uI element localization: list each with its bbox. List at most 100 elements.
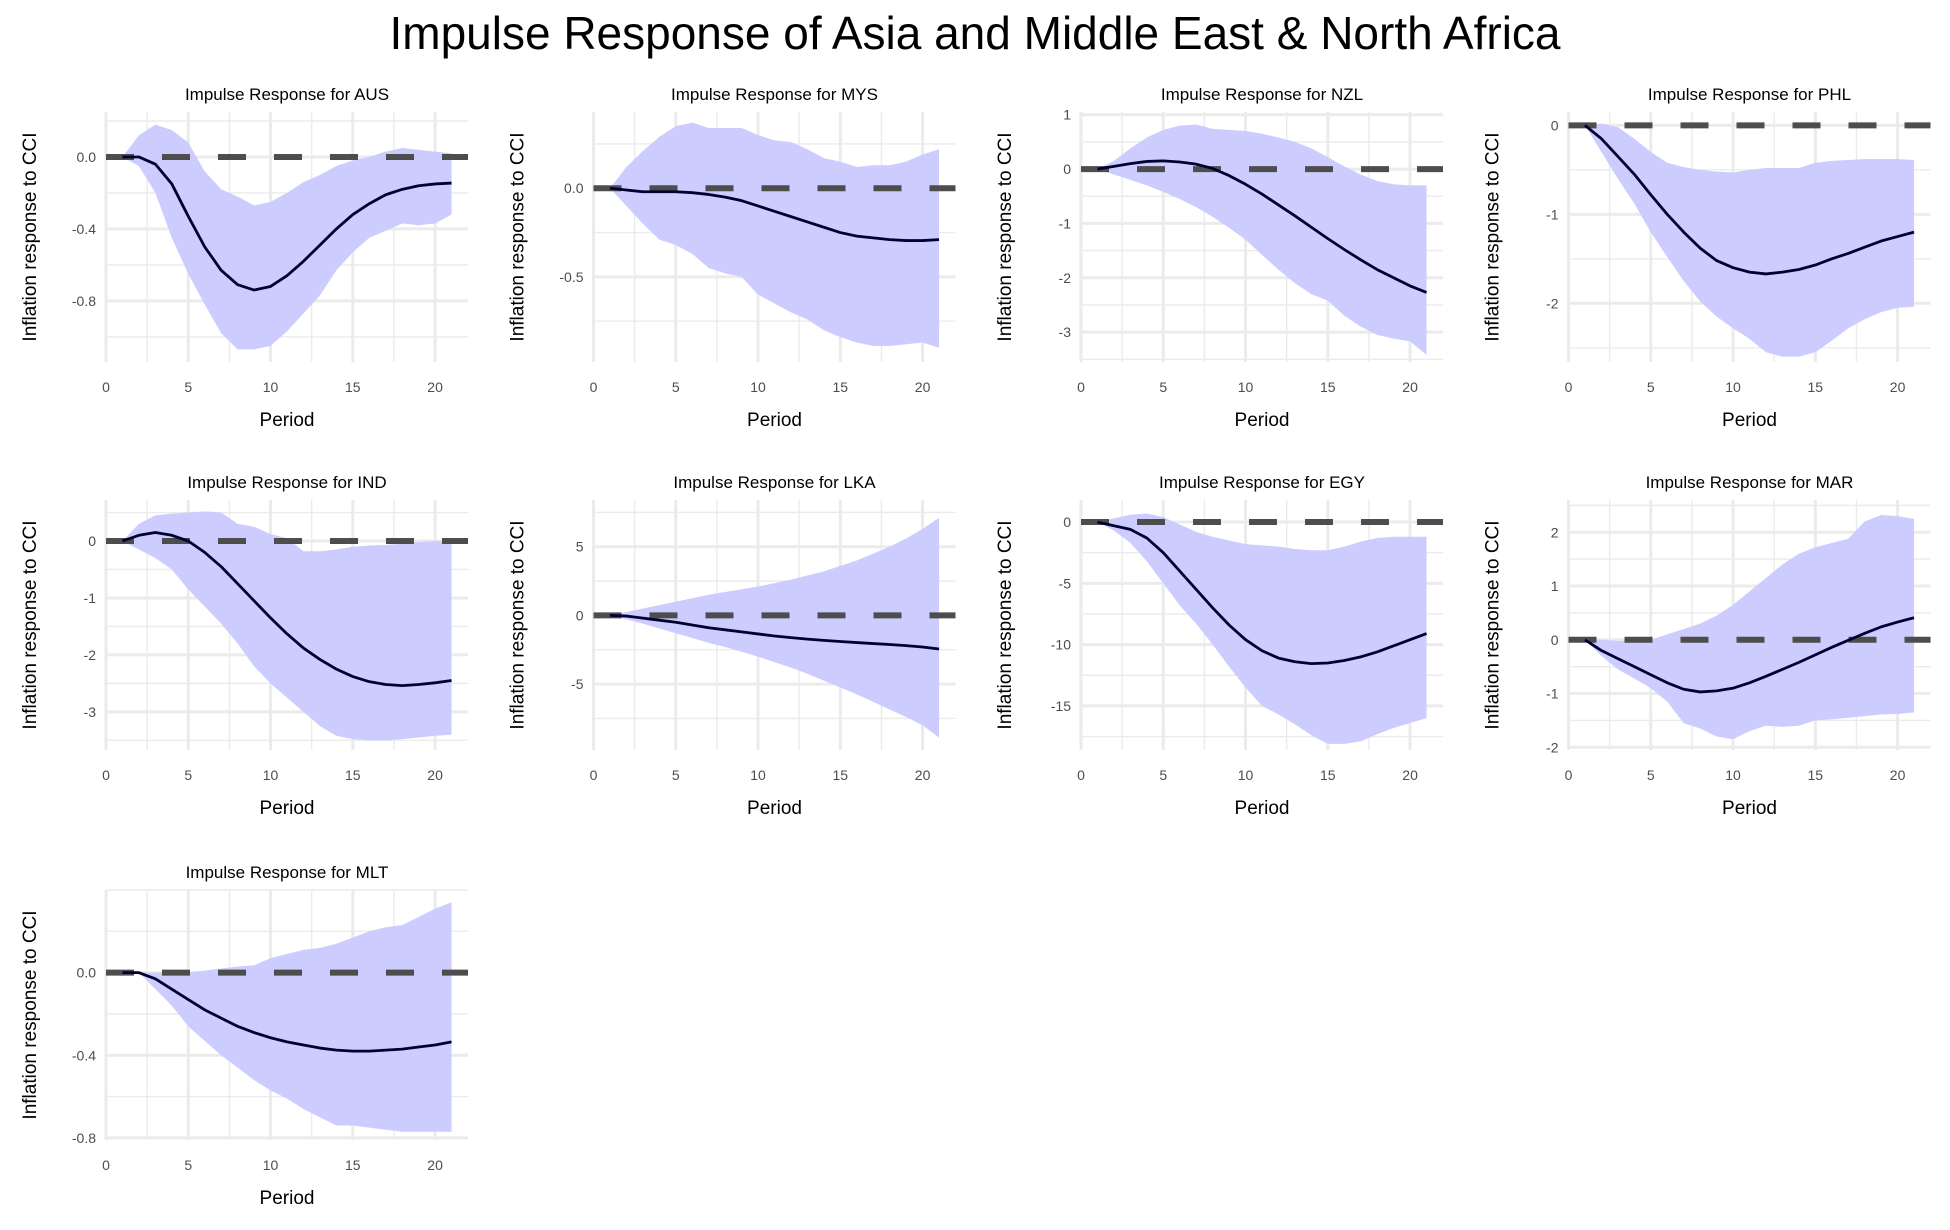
confidence-band [1584, 123, 1915, 357]
x-tick-label: 20 [427, 767, 443, 783]
x-axis-label: Period [747, 798, 802, 819]
x-axis-label: Period [260, 1188, 315, 1209]
x-tick-label: 5 [184, 767, 192, 783]
x-tick-label: 15 [345, 1157, 361, 1173]
x-tick-label: 10 [750, 379, 766, 395]
confidence-band [1097, 124, 1427, 355]
x-tick-label: 20 [427, 379, 443, 395]
y-tick-label: -0.4 [72, 221, 96, 237]
panel-title: Impulse Response for MYS [671, 85, 878, 104]
confidence-band [1584, 515, 1915, 740]
panel-mys: 0.0 -0.5 0 5 10 15 20 Impulse Response for MYS P… [508, 85, 956, 431]
confidence-band [609, 122, 940, 348]
y-tick-label: -2 [1546, 295, 1559, 311]
y-tick-label: -5 [571, 676, 584, 692]
x-tick-label: 20 [915, 767, 931, 783]
confidence-band [1097, 513, 1427, 744]
irf-line [1584, 124, 1915, 276]
x-tick-label: 0 [1565, 767, 1573, 783]
y-tick-label: -1 [1546, 206, 1559, 222]
irf-line [121, 531, 452, 688]
panel-mlt: 0.0 -0.4 -0.8 0 5 10 15 20 Impulse Response for … [20, 863, 468, 1209]
y-axis-label: Inflation response to CCI [20, 520, 41, 729]
y-tick-label: -10 [1051, 637, 1071, 653]
x-tick-label: 15 [833, 767, 849, 783]
x-tick-label: 0 [590, 767, 598, 783]
panel-title: Impulse Response for IND [187, 473, 386, 492]
y-tick-label: -15 [1051, 698, 1071, 714]
y-tick-label: 1 [1063, 107, 1071, 123]
panel-lka: 5 0 -5 0 5 10 15 20 Impulse Response for LKA Peri… [508, 473, 956, 819]
y-tick-label: -0.8 [72, 1130, 96, 1146]
x-axis-label: Period [1722, 798, 1777, 819]
y-tick-label: 5 [576, 539, 584, 555]
x-axis-label: Period [1235, 410, 1290, 431]
y-tick-label: 0.0 [77, 965, 97, 981]
y-tick-label: 0.0 [564, 180, 584, 196]
x-axis-label: Period [260, 798, 315, 819]
x-tick-label: 0 [1077, 767, 1085, 783]
x-axis-label: Period [1722, 410, 1777, 431]
irf-line [122, 971, 452, 1053]
x-tick-label: 10 [1238, 379, 1254, 395]
panel-ind: 0 -1 -2 -3 0 5 10 15 20 Impulse Response for IND P… [20, 473, 468, 819]
panel-title: Impulse Response for MAR [1646, 473, 1854, 492]
panel-phl: 0 -1 -2 0 5 10 15 20 Impulse Response for PHL Per… [1483, 85, 1931, 431]
y-tick-label: 0 [1063, 161, 1071, 177]
irf-line [1584, 616, 1915, 694]
x-tick-label: 20 [427, 1157, 443, 1173]
y-tick-label: -2 [1059, 270, 1072, 286]
y-axis-label: Inflation response to CCI [1483, 132, 1504, 341]
x-tick-label: 5 [1647, 767, 1655, 783]
y-axis-label: Inflation response to CCI [1483, 520, 1504, 729]
y-tick-label: 0.0 [77, 149, 97, 165]
x-tick-label: 10 [263, 379, 279, 395]
x-tick-label: 5 [672, 767, 680, 783]
x-tick-label: 15 [1320, 379, 1336, 395]
x-tick-label: 15 [345, 379, 361, 395]
x-tick-label: 0 [102, 767, 110, 783]
x-tick-label: 10 [263, 767, 279, 783]
x-tick-label: 0 [102, 379, 110, 395]
x-tick-label: 0 [102, 1157, 110, 1173]
x-axis-label: Period [1235, 798, 1290, 819]
x-tick-label: 5 [1647, 379, 1655, 395]
x-tick-label: 5 [184, 379, 192, 395]
y-tick-label: 0 [1551, 632, 1559, 648]
y-tick-label: 0 [1551, 117, 1559, 133]
y-tick-label: -1 [84, 590, 97, 606]
x-tick-label: 5 [1159, 379, 1167, 395]
x-tick-label: 0 [1565, 379, 1573, 395]
confidence-band [122, 511, 452, 741]
panel-title: Impulse Response for AUS [185, 85, 389, 104]
x-tick-label: 10 [1238, 767, 1254, 783]
y-tick-label: 0 [576, 607, 584, 623]
confidence-band [122, 124, 452, 350]
x-tick-label: 15 [833, 379, 849, 395]
y-tick-label: -1 [1546, 686, 1559, 702]
x-tick-label: 15 [1320, 767, 1336, 783]
x-tick-label: 10 [750, 767, 766, 783]
panel-aus: 0.0 -0.4 -0.8 0 5 10 15 20 Impulse Response for … [20, 85, 468, 431]
y-tick-label: -3 [1059, 324, 1072, 340]
y-axis-label: Inflation response to CCI [20, 132, 41, 341]
y-tick-label: -0.8 [72, 293, 96, 309]
x-tick-label: 10 [1725, 767, 1741, 783]
irf-line [609, 186, 940, 242]
x-tick-label: 20 [1890, 767, 1906, 783]
irf-line [1097, 159, 1428, 294]
y-tick-label: -1 [1059, 215, 1072, 231]
panel-egy: 0 -5 -10 -15 0 5 10 15 20 Impulse Response for EG… [995, 473, 1443, 819]
confidence-band [609, 517, 940, 738]
y-tick-label: -2 [84, 647, 97, 663]
y-tick-label: -5 [1059, 575, 1072, 591]
figure-title: Impulse Response of Asia and Middle East… [389, 7, 1561, 59]
x-tick-label: 10 [1725, 379, 1741, 395]
y-axis-label: Inflation response to CCI [995, 520, 1016, 729]
panel-title: Impulse Response for LKA [673, 473, 876, 492]
x-tick-label: 0 [590, 379, 598, 395]
x-tick-label: 5 [672, 379, 680, 395]
x-tick-label: 20 [1402, 767, 1418, 783]
